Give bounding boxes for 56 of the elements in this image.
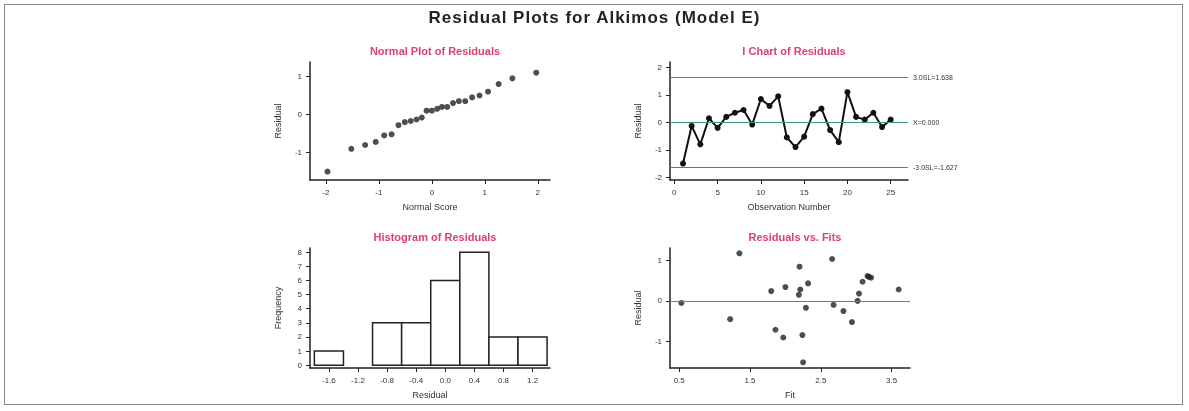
y-tick-label: 5	[297, 290, 303, 300]
y-tick-label: 0	[657, 296, 663, 306]
x-tick-label: -1	[375, 187, 383, 197]
y-axis-title: Residual	[632, 290, 643, 326]
y-tick-label: 1	[657, 255, 663, 265]
chart-title: Normal Plot of Residuals	[369, 44, 501, 57]
y-tick-label: -2	[654, 172, 663, 182]
x-axis-title: Normal Score	[402, 201, 458, 212]
y-tick-label: -1	[654, 145, 663, 155]
x-tick-label: -2	[322, 187, 330, 197]
chart-title: I Chart of Residuals	[742, 44, 846, 57]
y-tick-label: 8	[297, 247, 303, 257]
chart-title: Histogram of Residuals	[373, 230, 497, 243]
y-tick-label: 2	[297, 332, 303, 342]
y-tick-label: 4	[297, 304, 303, 314]
y-tick-label: -1	[654, 337, 663, 347]
x-tick-label: 1	[482, 187, 488, 197]
x-tick-label: -0.4	[409, 375, 424, 385]
y-tick-label: 1	[657, 90, 663, 100]
y-axis-title: Residual	[272, 103, 283, 139]
x-tick-label: 0.8	[497, 375, 510, 385]
y-axis-title: Residual	[632, 103, 643, 139]
x-tick-label: 0	[429, 187, 435, 197]
text: Residual Plots for Alkimos (Model E)	[427, 8, 762, 28]
x-axis-title: Residual	[412, 389, 448, 400]
x-tick-label: -0.8	[380, 375, 395, 385]
x-tick-label: 0.5	[673, 375, 686, 385]
x-tick-label: 20	[842, 187, 853, 197]
x-tick-label: 25	[886, 187, 896, 197]
chart-title: Residuals vs. Fits	[748, 230, 842, 243]
x-tick-label: 5	[715, 187, 721, 197]
y-tick-label: -1	[294, 148, 303, 158]
x-tick-label: -1.6	[322, 375, 337, 385]
x-tick-label: 0.0	[439, 375, 452, 385]
y-tick-label: 0	[297, 360, 303, 370]
y-axis-title: Frequency	[272, 286, 283, 330]
x-axis-title: Fit	[785, 389, 796, 400]
x-tick-label: 1.2	[526, 375, 539, 385]
x-tick-label: -1.2	[351, 375, 366, 385]
y-tick-label: 2	[657, 62, 663, 72]
y-tick-label: 7	[297, 261, 303, 271]
x-tick-label: 15	[799, 187, 810, 197]
y-tick-label: 6	[297, 275, 303, 285]
y-tick-label: 1	[297, 346, 303, 356]
x-tick-label: 1.5	[744, 375, 757, 385]
x-tick-label: 2	[535, 187, 541, 197]
x-tick-label: 2.5	[815, 375, 827, 385]
y-tick-label: 3	[297, 318, 303, 328]
y-tick-label: 0	[297, 110, 303, 120]
y-tick-label: 1	[297, 71, 303, 81]
x-axis-title: Observation Number	[747, 201, 831, 212]
x-tick-label: 3.5	[886, 375, 898, 385]
x-tick-label: 0	[672, 187, 678, 197]
y-tick-label: 0	[657, 117, 663, 127]
x-tick-label: 10	[756, 187, 766, 197]
x-tick-label: 0.4	[468, 375, 481, 385]
